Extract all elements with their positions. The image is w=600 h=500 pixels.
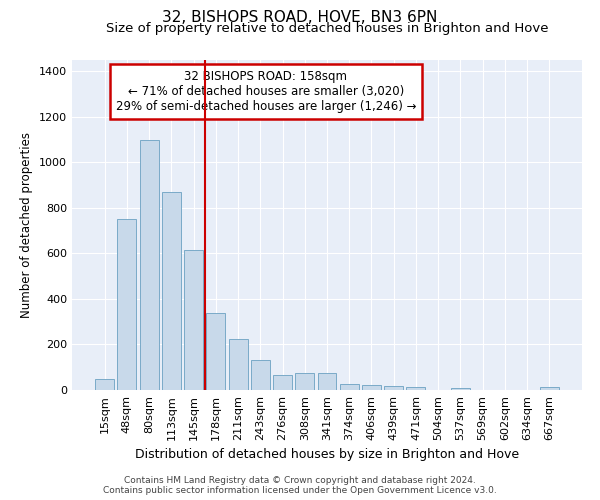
Bar — [273, 374, 292, 390]
Bar — [118, 220, 136, 390]
Bar — [251, 360, 270, 390]
Bar — [317, 373, 337, 390]
Bar — [540, 388, 559, 390]
Text: 32, BISHOPS ROAD, HOVE, BN3 6PN: 32, BISHOPS ROAD, HOVE, BN3 6PN — [163, 10, 437, 25]
Bar — [295, 373, 314, 390]
Bar — [95, 378, 114, 390]
Bar — [384, 386, 403, 390]
Bar — [406, 388, 425, 390]
Bar — [206, 312, 225, 390]
Bar — [162, 192, 181, 390]
Bar — [184, 250, 203, 390]
Bar — [362, 386, 381, 390]
Text: 32 BISHOPS ROAD: 158sqm
← 71% of detached houses are smaller (3,020)
29% of semi: 32 BISHOPS ROAD: 158sqm ← 71% of detache… — [116, 70, 416, 113]
Y-axis label: Number of detached properties: Number of detached properties — [20, 132, 34, 318]
Bar — [340, 384, 359, 390]
Text: Contains HM Land Registry data © Crown copyright and database right 2024.
Contai: Contains HM Land Registry data © Crown c… — [103, 476, 497, 495]
Bar — [451, 388, 470, 390]
Bar — [229, 339, 248, 390]
Bar — [140, 140, 158, 390]
Title: Size of property relative to detached houses in Brighton and Hove: Size of property relative to detached ho… — [106, 22, 548, 35]
X-axis label: Distribution of detached houses by size in Brighton and Hove: Distribution of detached houses by size … — [135, 448, 519, 461]
